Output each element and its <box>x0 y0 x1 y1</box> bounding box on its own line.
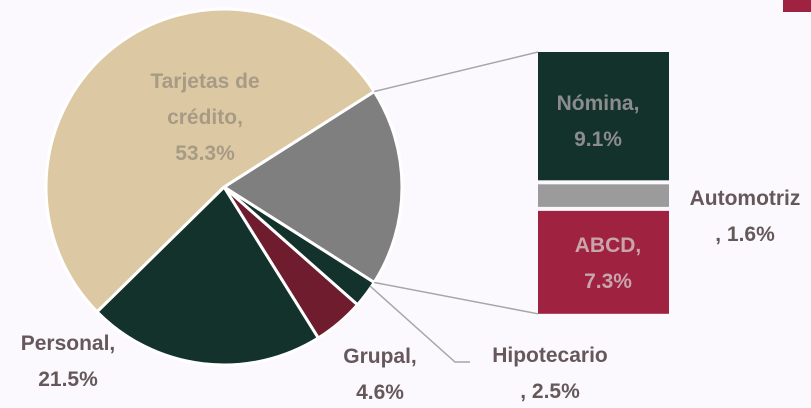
chart: Hipotecario, 2.5% Grupal,4.6% Personal,21.… <box>0 0 811 408</box>
label-text: Tarjetas de crédito, <box>125 64 285 136</box>
label-text: ABCD, <box>546 228 671 264</box>
label-text: , 1.6% <box>680 217 810 253</box>
data-label: ABCD,7.3% <box>546 228 671 300</box>
label-text: , 2.5% <box>460 374 640 408</box>
data-label: Automotriz, 1.6% <box>680 181 810 253</box>
label-text: Nómina, <box>536 86 661 122</box>
label-text: Hipotecario <box>460 338 640 374</box>
label-text: 21.5% <box>0 362 138 398</box>
corner-mark <box>783 0 811 12</box>
connector <box>374 52 538 92</box>
label-text: 7.3% <box>546 264 671 300</box>
label-text: 9.1% <box>536 122 661 158</box>
data-label: Tarjetas de crédito,53.3% <box>125 64 285 172</box>
label-text: Automotriz <box>680 181 810 217</box>
data-label: Hipotecario, 2.5% <box>460 338 640 408</box>
data-label: Nómina,9.1% <box>536 86 661 158</box>
data-label: Grupal,4.6% <box>325 339 435 408</box>
label-text: 4.6% <box>325 375 435 408</box>
label-text: Grupal, <box>325 339 435 375</box>
data-label: Personal,21.5% <box>0 326 138 398</box>
bar-segment <box>538 184 669 207</box>
label-text: Personal, <box>0 326 138 362</box>
label-text: 53.3% <box>125 136 285 172</box>
connector <box>374 282 538 313</box>
